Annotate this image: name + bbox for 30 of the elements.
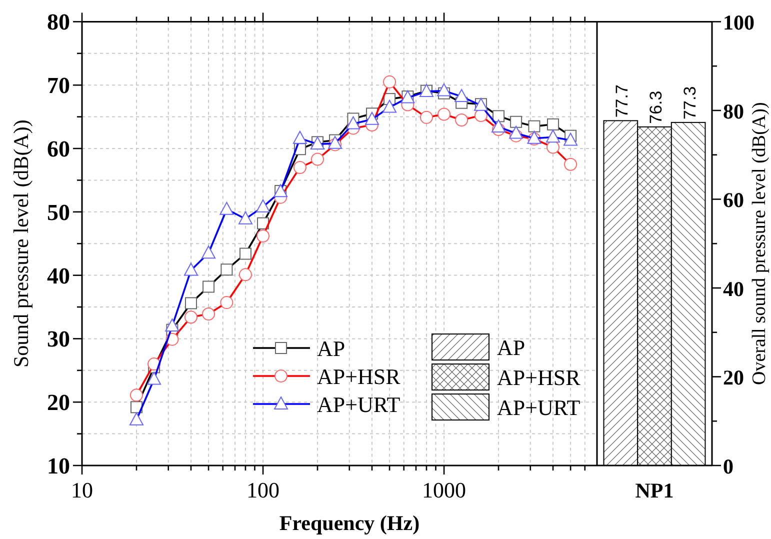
- y-tick-label: 40: [723, 276, 744, 301]
- data-label: 77.3: [680, 86, 700, 120]
- x-tick-label: 100: [246, 478, 280, 502]
- legend-label: AP+URT: [497, 395, 581, 420]
- y-axis-title: Overall sound pressure level (dB(A)): [749, 102, 770, 386]
- y-tick-label: 70: [47, 73, 70, 98]
- y-tick-label: 20: [723, 366, 744, 390]
- x-tick-label: 1000: [422, 478, 466, 502]
- data-label: 77.7: [612, 84, 632, 118]
- y-tick-label: 10: [47, 454, 70, 478]
- x-tick-label: 10: [71, 478, 93, 502]
- legend-label: AP+HSR: [317, 364, 401, 389]
- legend-label: AP+URT: [317, 392, 401, 417]
- legend-label: AP: [497, 335, 526, 360]
- legend-label: AP: [317, 336, 346, 361]
- y-tick-label: 20: [47, 390, 70, 416]
- legend-label: AP+HSR: [497, 365, 581, 390]
- y-tick-label: 60: [723, 188, 744, 212]
- y-tick-label: 50: [47, 200, 70, 225]
- y-tick-label: 60: [47, 136, 70, 162]
- x-tick-label: NP1: [635, 478, 674, 502]
- x-axis-title: Frequency (Hz): [279, 511, 420, 535]
- y-tick-label: 80: [723, 99, 744, 124]
- y-tick-label: 100: [723, 10, 754, 35]
- data-label: 76.3: [646, 90, 666, 124]
- y-axis-title: Sound pressure level (dB(A)): [9, 120, 33, 368]
- y-tick-label: 30: [47, 326, 70, 352]
- y-tick-label: 80: [47, 10, 70, 35]
- y-tick-label: 40: [47, 263, 70, 288]
- y-tick-label: 0: [723, 454, 734, 478]
